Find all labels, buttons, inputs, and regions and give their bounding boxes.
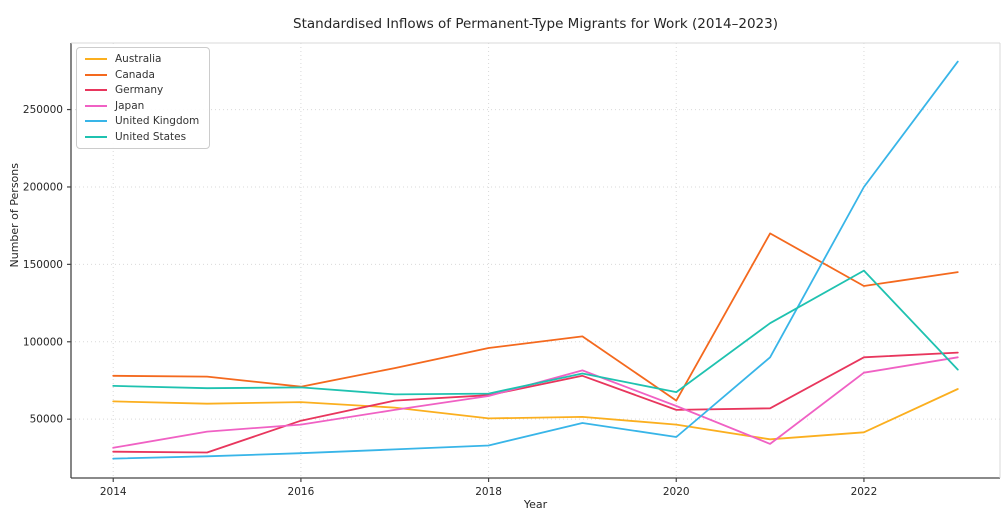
y-tick-label: 200000 bbox=[23, 181, 63, 193]
legend-swatch bbox=[85, 89, 107, 92]
legend-item-australia: Australia bbox=[85, 53, 199, 66]
series-line-united-states bbox=[112, 269, 959, 396]
legend-item-germany: Germany bbox=[85, 84, 199, 97]
x-tick-label: 2022 bbox=[851, 486, 878, 498]
y-tick-label: 250000 bbox=[23, 104, 63, 116]
legend-item-japan: Japan bbox=[85, 100, 199, 113]
legend-label: United States bbox=[115, 130, 187, 143]
legend-swatch bbox=[85, 58, 107, 61]
legend-item-canada: Canada bbox=[85, 69, 199, 82]
x-tick-label: 2018 bbox=[475, 486, 502, 498]
legend-label: Japan bbox=[115, 99, 145, 112]
legend-swatch bbox=[85, 104, 107, 107]
y-tick-label: 50000 bbox=[30, 414, 63, 426]
x-tick-label: 2014 bbox=[100, 486, 127, 498]
y-tick-label: 150000 bbox=[23, 259, 63, 271]
legend-label: Canada bbox=[115, 68, 155, 81]
x-tick-label: 2016 bbox=[288, 486, 315, 498]
legend-swatch bbox=[85, 73, 107, 76]
y-tick-label: 100000 bbox=[23, 336, 63, 348]
legend-swatch bbox=[85, 135, 107, 138]
legend-label: United Kingdom bbox=[115, 115, 200, 127]
chart-title: Standardised Inflows of Permanent-Type M… bbox=[293, 16, 778, 32]
x-tick-label: 2020 bbox=[663, 486, 690, 498]
series-line-united-kingdom bbox=[112, 60, 959, 460]
legend: Australia Canada Germany Japan United Kingdo… bbox=[76, 47, 211, 149]
legend-label: Australia bbox=[115, 53, 162, 65]
series-line-australia bbox=[112, 388, 959, 441]
legend-label: Germany bbox=[115, 84, 164, 96]
legend-item-united-states: United States bbox=[85, 131, 199, 144]
legend-item-united-kingdom: United Kingdom bbox=[85, 115, 199, 128]
legend-swatch bbox=[85, 120, 107, 123]
series-line-germany bbox=[112, 351, 959, 454]
series-line-canada bbox=[112, 232, 959, 402]
x-axis-label: Year bbox=[523, 498, 548, 511]
